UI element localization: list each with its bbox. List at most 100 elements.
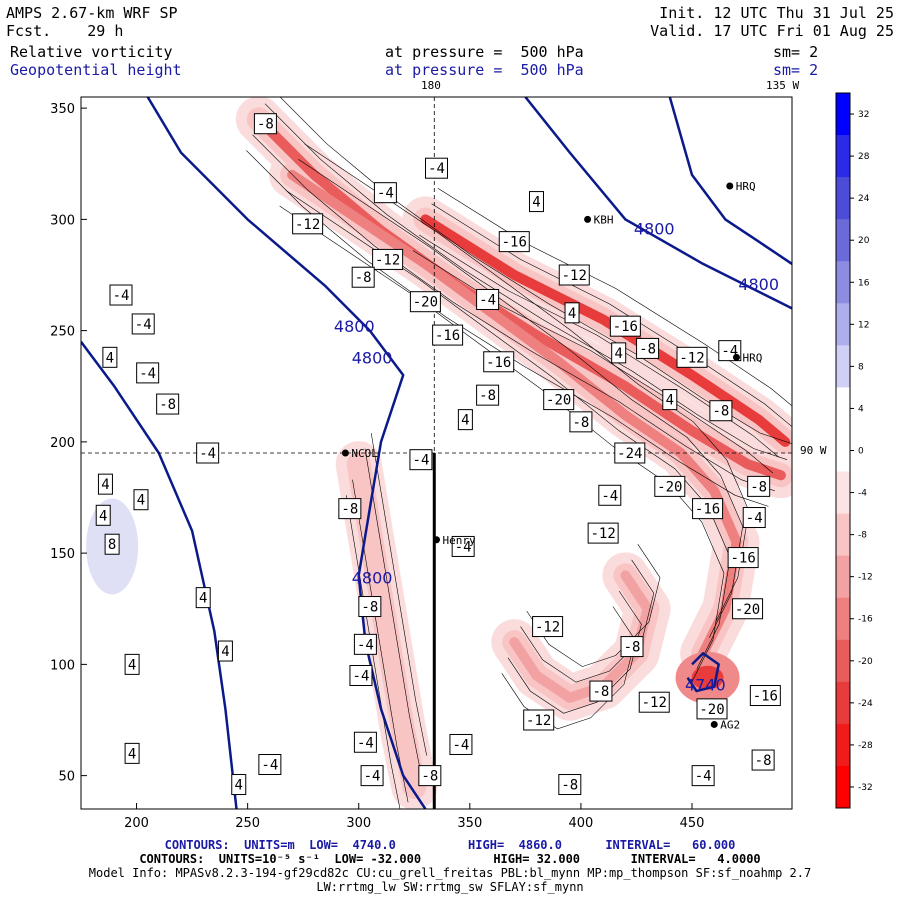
vorticity-contour	[246, 150, 769, 507]
vorticity-contour	[419, 234, 780, 458]
colorbar-swatch	[836, 303, 850, 346]
contour-label: -4	[691, 765, 715, 787]
contour-label: -16	[483, 351, 515, 373]
contour-label: -8	[709, 400, 733, 422]
contour-label: 4	[217, 640, 233, 662]
colorbar-swatch	[836, 765, 850, 809]
colorbar-swatch	[836, 597, 850, 641]
vorticity-contour	[304, 143, 750, 623]
station-marker	[732, 353, 740, 361]
svg-text:-20: -20	[657, 479, 682, 495]
vorticity-contour	[370, 432, 427, 756]
height-contour	[668, 97, 792, 265]
contour-label: -8	[751, 749, 775, 771]
colorbar-tick-label: -28	[858, 741, 873, 751]
colorbar-swatch	[836, 429, 850, 473]
svg-text:-12: -12	[535, 620, 560, 636]
svg-text:-4: -4	[357, 735, 374, 751]
colorbar-swatch	[836, 93, 850, 136]
colorbar-swatch	[836, 471, 850, 515]
station-marker	[433, 536, 440, 544]
svg-text:4: 4	[666, 393, 674, 409]
contour-label: 4	[457, 409, 473, 431]
contour-label: 4	[231, 774, 247, 796]
svg-text:-12: -12	[375, 252, 400, 268]
colorbar-tick-label: 24	[858, 194, 870, 204]
contour-label: -4	[360, 765, 384, 787]
x-tick-label: 200	[124, 816, 149, 831]
height-contour-label: 4800	[634, 219, 675, 238]
contour-label: -4	[109, 284, 133, 306]
contour-label: 4	[662, 389, 678, 411]
contour-label: -8	[558, 774, 582, 796]
svg-text:4: 4	[199, 591, 207, 607]
svg-text:-12: -12	[590, 526, 615, 542]
x-tick-label: 250	[235, 816, 260, 831]
colorbar-tick-label: -20	[858, 657, 873, 667]
lon-135w-label: 135 W	[766, 79, 800, 92]
svg-text:-16: -16	[730, 551, 755, 567]
smoothing-height: sm= 2	[773, 61, 819, 79]
colorbar-swatch	[836, 723, 850, 767]
contour-label: -8	[620, 636, 644, 658]
footer-height-contours: CONTOURS: UNITS=m LOW= 4740.0 HIGH= 4860…	[164, 838, 736, 852]
vorticity-contour	[352, 479, 409, 803]
svg-text:-24: -24	[617, 446, 642, 462]
svg-text:-12: -12	[562, 268, 587, 284]
svg-text:8: 8	[108, 537, 116, 553]
contour-label: -4	[598, 484, 622, 506]
height-contour	[146, 97, 427, 809]
contour-label: 4	[195, 587, 211, 609]
contour-label: -4	[196, 442, 220, 464]
colorbar-tick-label: -4	[858, 489, 867, 499]
svg-text:4: 4	[221, 644, 229, 660]
svg-text:-12: -12	[679, 350, 704, 366]
contour-label: -4	[451, 535, 475, 557]
colorbar-unit: 10⁻⁵ s⁻¹	[852, 94, 884, 103]
station-marker	[584, 215, 592, 223]
contour-label: -20	[543, 389, 575, 411]
height-contour-label: 4800	[352, 348, 393, 367]
contour-label: -16	[727, 547, 759, 569]
y-tick-label: 350	[50, 102, 75, 117]
station-marker	[710, 720, 718, 728]
svg-text:-16: -16	[502, 235, 527, 251]
forecast-hour: Fcst. 29 h	[6, 22, 124, 40]
vorticity-contour	[252, 134, 775, 492]
height-contour	[524, 97, 792, 310]
contour-label: -4	[258, 754, 282, 775]
svg-text:-8: -8	[755, 753, 772, 769]
colorbar-tick-label: -24	[858, 699, 873, 709]
colorbar-tick-label: -16	[858, 615, 873, 625]
svg-text:-8: -8	[712, 404, 729, 420]
plot-frame	[80, 96, 793, 810]
contour-label: -4	[131, 313, 155, 335]
colorbar-swatch	[836, 387, 850, 430]
lon-180-label: 180	[421, 79, 441, 92]
svg-text:-4: -4	[695, 769, 712, 785]
colorbar-tick-label: 12	[858, 320, 869, 330]
contour-label: -16	[749, 685, 781, 707]
colorbar-tick-label: -32	[858, 783, 873, 793]
colorbar-tick-label: 8	[858, 362, 864, 372]
contour-label: -4	[425, 157, 448, 179]
pressure-vorticity: at pressure = 500 hPa	[385, 43, 584, 61]
contour-label: -8	[351, 266, 375, 288]
svg-text:-8: -8	[421, 769, 438, 785]
colorbar-tick-label: 4	[858, 404, 864, 414]
contour-label: -12	[292, 213, 324, 235]
contour-label: -16	[498, 231, 530, 253]
contour-label: 4	[124, 742, 140, 764]
contour-label: -8	[636, 337, 660, 359]
vorticity-contour	[520, 559, 655, 683]
contour-label: -20	[696, 698, 728, 720]
svg-text:4: 4	[128, 657, 136, 673]
contour-label: -4	[349, 665, 373, 686]
contour-label: 4	[528, 191, 544, 213]
init-time: Init. 12 UTC Thu 31 Jul 25	[659, 4, 894, 22]
svg-text:-20: -20	[735, 602, 760, 618]
svg-text:4: 4	[137, 493, 145, 509]
svg-text:-8: -8	[341, 502, 358, 518]
svg-text:4: 4	[99, 508, 107, 524]
